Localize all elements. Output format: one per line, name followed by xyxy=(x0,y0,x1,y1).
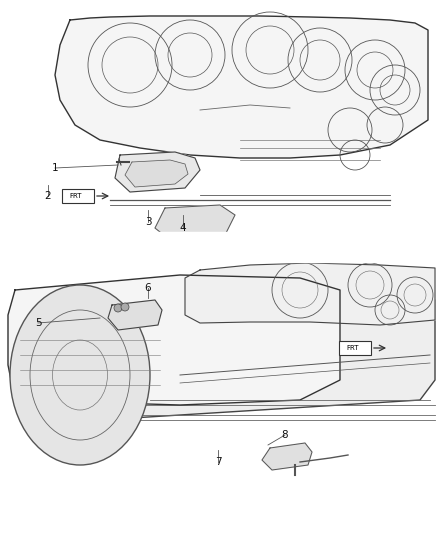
Polygon shape xyxy=(8,275,340,405)
Polygon shape xyxy=(125,160,188,187)
Text: 7: 7 xyxy=(215,457,221,467)
Polygon shape xyxy=(115,152,200,192)
Polygon shape xyxy=(155,205,235,240)
Text: FRT: FRT xyxy=(347,345,359,351)
Ellipse shape xyxy=(10,285,150,465)
Circle shape xyxy=(114,304,122,312)
Text: 5: 5 xyxy=(35,318,41,328)
Text: 6: 6 xyxy=(145,283,151,293)
Text: FRT: FRT xyxy=(70,193,82,199)
Text: 3: 3 xyxy=(145,217,151,227)
Polygon shape xyxy=(185,263,435,325)
Text: 2: 2 xyxy=(45,191,51,201)
Text: 8: 8 xyxy=(282,430,288,440)
Polygon shape xyxy=(55,16,428,158)
Text: 1: 1 xyxy=(52,163,58,173)
Text: 4: 4 xyxy=(180,223,186,233)
Polygon shape xyxy=(85,300,435,420)
Bar xyxy=(0,232,438,262)
Polygon shape xyxy=(262,443,312,470)
Bar xyxy=(62,189,94,203)
Polygon shape xyxy=(108,300,162,330)
Bar xyxy=(339,341,371,355)
Circle shape xyxy=(121,303,129,311)
